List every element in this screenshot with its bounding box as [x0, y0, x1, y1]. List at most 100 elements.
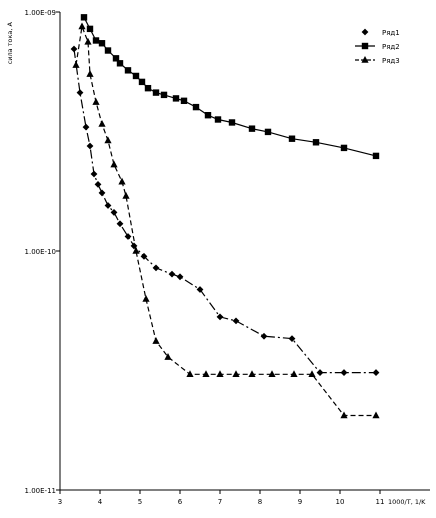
data-point-series-1	[94, 180, 102, 188]
series-line-1	[73, 48, 376, 374]
data-point-series-2	[152, 89, 160, 96]
x-tick-label: 4	[98, 498, 103, 506]
data-point-series-2	[340, 144, 348, 152]
data-point-series-3	[84, 37, 92, 45]
x-tick-label: 6	[178, 498, 183, 506]
legend-label-3: Ряд3	[382, 57, 400, 65]
data-point-series-1	[176, 273, 184, 281]
x-tick-label: 5	[138, 498, 142, 506]
x-tick-label: 8	[258, 498, 262, 506]
legend-label-2: Ряд2	[382, 43, 400, 51]
data-point-series-1	[124, 233, 132, 240]
data-point-series-2	[80, 14, 88, 21]
data-point-series-3	[98, 119, 106, 127]
data-point-series-1	[116, 220, 124, 228]
data-point-series-3	[340, 411, 348, 419]
data-point-series-1	[152, 264, 160, 272]
data-point-series-2	[116, 60, 124, 67]
data-point-series-1	[140, 252, 148, 260]
data-point-series-3	[104, 136, 112, 144]
data-point-series-1	[98, 189, 106, 197]
data-point-series-3	[308, 370, 316, 378]
data-point-series-1	[86, 142, 94, 150]
legend-label-1: Ряд1	[382, 29, 400, 37]
data-point-series-2	[288, 135, 296, 142]
x-tick-label: 9	[298, 498, 302, 506]
data-point-series-3	[152, 337, 160, 344]
y-tick-label: 1.00E-09	[25, 9, 56, 17]
data-point-series-3	[268, 370, 276, 378]
y-tick-label: 1.00E-11	[25, 487, 56, 495]
data-point-series-2	[92, 37, 100, 44]
data-point-series-1	[216, 313, 224, 321]
data-point-series-3	[86, 70, 94, 77]
data-point-series-3	[248, 370, 256, 378]
x-tick-label: 3	[58, 498, 62, 506]
data-point-series-1	[70, 45, 78, 53]
data-point-series-2	[180, 97, 188, 105]
data-point-series-1	[316, 369, 324, 376]
data-point-series-1	[232, 317, 240, 325]
data-point-series-3	[164, 353, 172, 360]
data-point-series-1	[90, 170, 98, 178]
legend-marker-3	[361, 56, 369, 63]
data-point-series-1	[260, 332, 268, 340]
x-axis-title: 1000/T, 1/K	[388, 498, 426, 506]
data-point-series-2	[248, 125, 256, 132]
data-point-series-3	[92, 98, 100, 105]
y-axis-title: сила тока, А	[6, 21, 14, 64]
data-point-series-2	[112, 55, 120, 62]
data-point-series-2	[124, 67, 132, 74]
data-point-series-2	[144, 84, 152, 92]
legend-marker-2	[361, 42, 369, 50]
data-point-series-1	[104, 202, 112, 209]
data-point-series-2	[138, 78, 146, 86]
data-point-series-2	[104, 47, 112, 54]
data-point-series-1	[340, 369, 348, 376]
data-point-series-1	[196, 286, 204, 293]
data-point-series-3	[122, 191, 130, 199]
legend-marker-1	[361, 28, 369, 36]
y-ticks-group: 1.00E-09 1.00E-10 1.00E-11	[25, 9, 60, 495]
data-point-series-3	[72, 61, 80, 68]
data-point-series-2	[192, 103, 200, 111]
data-point-series-2	[372, 152, 380, 160]
x-tick-label: 10	[336, 498, 345, 506]
data-point-series-3	[142, 294, 150, 302]
data-point-series-2	[264, 128, 272, 136]
data-point-series-3	[132, 247, 140, 254]
series-line-3	[75, 24, 376, 417]
data-point-series-2	[98, 40, 106, 47]
y-tick-label: 1.00E-10	[25, 248, 56, 256]
x-tick-label: 7	[218, 498, 222, 506]
data-point-series-2	[204, 111, 212, 119]
legend: Ряд1 Ряд2 Ряд3	[355, 28, 400, 65]
data-point-series-2	[86, 25, 94, 33]
data-point-series-3	[186, 370, 194, 378]
x-ticks-group: 3 4 5 6 7 8 9 10 11	[58, 490, 385, 506]
data-point-series-3	[118, 177, 126, 185]
data-point-series-2	[132, 72, 140, 80]
data-point-series-1	[168, 270, 176, 278]
data-point-series-3	[202, 370, 210, 378]
data-point-series-3	[232, 370, 240, 378]
data-point-series-2	[172, 95, 180, 102]
data-point-series-1	[288, 335, 296, 343]
data-point-series-3	[290, 370, 298, 378]
data-point-series-3	[78, 22, 86, 30]
series-line-2	[83, 17, 377, 157]
data-point-series-2	[160, 91, 168, 99]
series-lines-group	[73, 17, 377, 417]
x-tick-label: 11	[376, 498, 385, 506]
data-point-series-3	[372, 411, 380, 419]
data-point-series-1	[82, 123, 90, 131]
data-point-series-2	[214, 116, 222, 123]
data-point-series-1	[372, 369, 380, 376]
data-point-series-3	[216, 370, 224, 378]
data-point-series-3	[110, 160, 118, 168]
series-points-group	[70, 14, 380, 419]
data-point-series-2	[312, 139, 320, 146]
data-point-series-2	[228, 119, 236, 126]
data-point-series-1	[76, 89, 84, 97]
